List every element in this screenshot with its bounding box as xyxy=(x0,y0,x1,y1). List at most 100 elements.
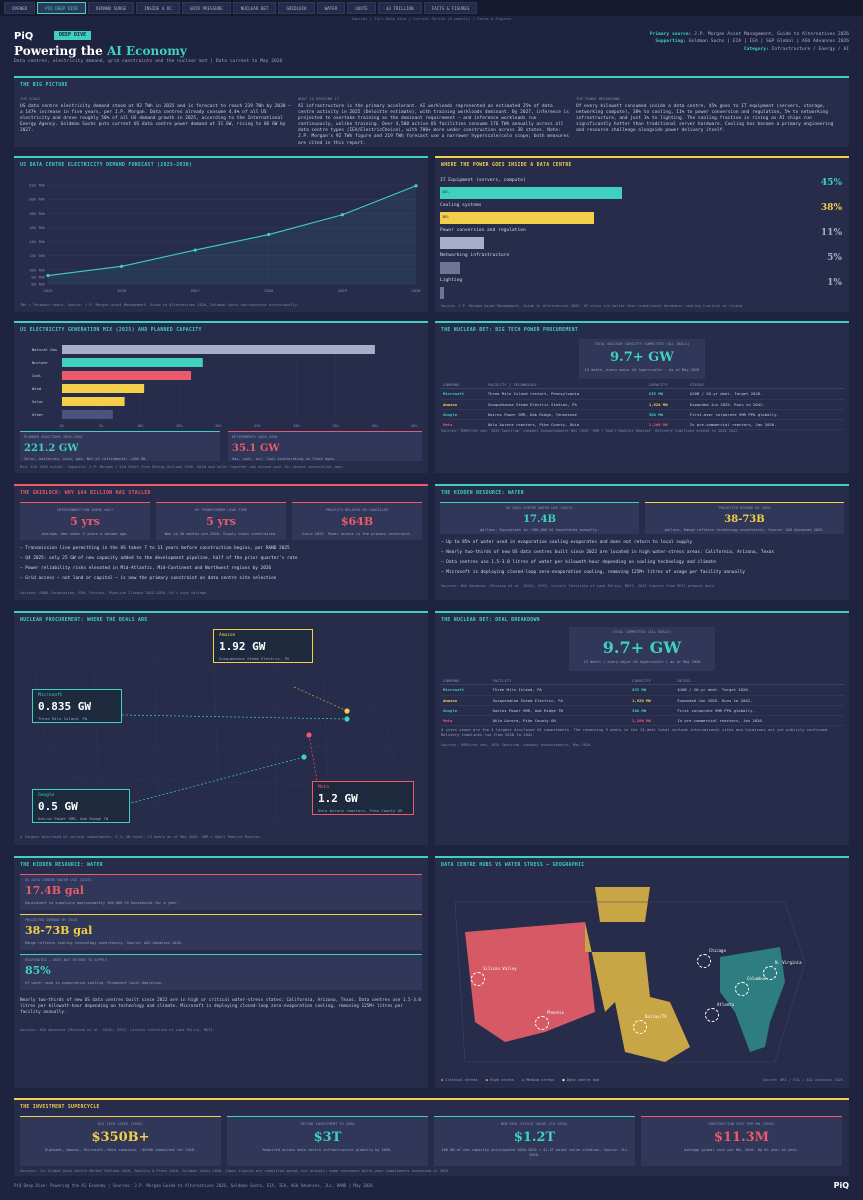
y-tick-label: 80 TWh xyxy=(31,282,45,287)
power-breakdown-panel: WHERE THE POWER GOES INSIDE A DATA CENTR… xyxy=(435,156,849,312)
table-row: Microsoft Three Mile Island restart, Penn… xyxy=(440,388,844,400)
power-row: Cooling systems 38% 38% xyxy=(440,203,844,228)
scale-column: THE SCALE US data centre electricity dema… xyxy=(20,96,291,134)
legend-item: ● Medium stress xyxy=(521,1078,555,1082)
supercycle-stat: BIG TECH CAPEX (2026) $350B+ Alphabet, Ama… xyxy=(20,1116,221,1166)
power-row-pct: 11% xyxy=(820,228,842,238)
water-bullet: Data centres use 1.5-3.0 litres of water… xyxy=(441,560,843,566)
table-row: Meta Oklo Aurora reactors, Pike County, O… xyxy=(440,419,844,431)
water-bottom-stat: PROJECTED DEMAND BY 2028 38-73B gal Range … xyxy=(20,914,422,950)
nuclear-procurement-panel: THE NUCLEAR BET: BIG TECH POWER PROCUREM… xyxy=(435,321,849,473)
generation-bar xyxy=(62,345,375,354)
piq-logo: PiQ xyxy=(14,31,34,42)
tab-3[interactable]: INSIDE A DC xyxy=(136,2,180,14)
table-row: Microsoft Three Mile Island, PA 835 MW $16B… xyxy=(440,684,844,696)
x-tick-label: 40% xyxy=(372,424,379,428)
table-header: STATUS xyxy=(686,381,844,390)
gridlock-bullet: Power reliability risks elevated in Mid-… xyxy=(20,566,422,572)
legend-item: ● Critical stress xyxy=(441,1078,478,1082)
gridlock-stat: HV TRANSFORMER LEAD TIME 5 yrs Was 24-30 m… xyxy=(156,502,286,540)
hub-label: Columbus xyxy=(747,976,767,981)
power-row-pct: 5% xyxy=(827,253,842,263)
power-row-bar: 38% xyxy=(440,212,594,224)
category-label: Coal xyxy=(32,373,41,378)
water-stress-map xyxy=(454,887,806,1063)
water-bottom-stat: EVAPORATED — DOES NOT RETURN TO SUPPLY 85… xyxy=(20,954,422,990)
hub-marker xyxy=(735,982,749,996)
high-stress-region xyxy=(585,922,690,1062)
microsoft-site-marker xyxy=(344,716,350,722)
tab-6[interactable]: GRIDLOCK xyxy=(278,2,315,14)
footer-text: PiQ Deep Dive: Powering the AI Economy |… xyxy=(14,1183,373,1188)
water-panel-top: THE HIDDEN RESOURCE: WATER US DATA CENTR… xyxy=(435,484,849,600)
power-row-bar xyxy=(440,287,445,299)
google-callout: Google 0.5 GW Kairos Power SMR, Oak Ridge … xyxy=(32,789,130,823)
data-point xyxy=(414,184,418,188)
tab-5[interactable]: NUCLEAR BET xyxy=(232,2,277,14)
tab-7[interactable]: WATER xyxy=(316,2,346,14)
hub-label: Silicon Valley xyxy=(483,966,517,971)
power-breakdown-source: Source: J.P. Morgan Asset Management, Gu… xyxy=(441,304,744,308)
tab-1[interactable]: PIQ DEEP DIVE xyxy=(37,2,86,14)
power-row-label: Cooling systems xyxy=(440,203,482,208)
x-tick-label: 2025 xyxy=(43,288,52,293)
water-use-stat: US DATA CENTRE WATER USE (2023) 17.4B gall… xyxy=(440,502,639,534)
hub-marker xyxy=(763,966,777,980)
y-tick-label: 160 TWh xyxy=(29,225,45,230)
x-tick-label: 10% xyxy=(137,424,144,428)
map-legend: ● Critical stress ● High stress ● Medium s… xyxy=(441,1078,607,1083)
microsoft-callout: Microsoft 0.835 GW Three Mile Island, PA xyxy=(32,689,122,723)
forecast-line-chart: 80 TWh 90 TWh 100 TWh 120 TWh 140 TWh 160 TWh… xyxy=(29,178,421,293)
power-row-bar: 45% xyxy=(440,187,622,199)
forecast-panel: US DATA CENTRE ELECTRICITY DEMAND FORECA… xyxy=(14,156,428,312)
tab-4[interactable]: GRID PRESSURE xyxy=(181,2,231,14)
table-header: COMPANY xyxy=(440,677,490,686)
power-row-pct: 45% xyxy=(820,178,842,188)
category-label: Other xyxy=(32,412,44,417)
amazon-site-marker xyxy=(344,708,350,714)
tab-9[interactable]: $3 TRILLION xyxy=(377,2,422,14)
footer-logo: PiQ xyxy=(833,1181,849,1190)
tab-bar: OPENED PIQ DEEP DIVE DEMAND SURGE INSIDE A … xyxy=(0,0,863,16)
water-top-source: Sources: AGU Advances (Missimo et al. 20… xyxy=(441,584,716,588)
supercycle-stat: CONSTRUCTION COST PER MW (2026) $11.3M Ave… xyxy=(641,1116,842,1166)
callout-leaders xyxy=(293,686,348,712)
power-row-pct: 38% xyxy=(820,203,842,213)
data-point xyxy=(120,264,124,268)
hub-marker xyxy=(705,1008,719,1022)
gridlock-stat: INTERCONNECTION QUEUE WAIT 5 yrs Average. … xyxy=(20,502,150,540)
gridlock-title: THE GRIDLOCK: WHY $64 BILLION HAS STALLE… xyxy=(20,491,151,496)
water-panel-bottom: THE HIDDEN RESOURCE: WATER US DATA CENTR… xyxy=(14,856,428,1088)
x-tick-label: 2026 xyxy=(117,288,127,293)
water-bottom-source: Sources: AGU Advances (Missimo et al. 20… xyxy=(20,1028,215,1032)
meta-callout: Meta 1.2 GW Oklo Aurora reactors, Pike Cou… xyxy=(312,781,414,815)
deep-dive-badge: DEEP DIVE xyxy=(54,31,92,40)
water-bottom-text: Nearly two-thirds of new US data centres… xyxy=(20,998,421,1015)
tab-0[interactable]: OPENED xyxy=(4,2,36,14)
tab-8[interactable]: QUOTE xyxy=(347,2,376,14)
water-stress-map-title: DATA CENTRE HUBS VS WATER STRESS — GEOGR… xyxy=(441,863,585,868)
breakdown-column: THE POWER BREAKDOWN Of every kilowatt con… xyxy=(576,96,834,134)
y-tick-label: 120 TWh xyxy=(29,253,45,258)
y-tick-label: 220 TWh xyxy=(29,183,45,188)
hub-label: N. Virginia xyxy=(775,960,802,965)
deal-note: 4 sites shown are the 4 largest disclose… xyxy=(441,727,830,738)
power-row-label: Networking infrastructure xyxy=(440,253,510,258)
category-label: Natural Gas xyxy=(32,347,57,352)
category-label: Solar xyxy=(32,399,44,404)
y-tick-label: 100 TWh xyxy=(29,267,45,272)
data-point xyxy=(340,213,344,217)
supercycle-stat: NEW REAL ESTATE VALUE (TO 2030) $1.2T 100 … xyxy=(434,1116,635,1166)
tab-2[interactable]: DEMAND SURGE xyxy=(87,2,135,14)
deal-table: COMPANY FACILITY CAPACITY DETAIL Microsoft Th… xyxy=(440,677,844,727)
gridlock-panel: THE GRIDLOCK: WHY $64 BILLION HAS STALLE… xyxy=(14,484,428,600)
driver-column: WHAT IS DRIVING IT AI infrastructure is t… xyxy=(298,96,569,146)
x-tick-label: 2030 xyxy=(411,288,421,293)
tab-10[interactable]: FACTS & FIGURES xyxy=(423,2,478,14)
critical-stress-region xyxy=(465,922,595,1042)
power-row-pct: 1% xyxy=(827,278,842,288)
power-row-bar xyxy=(440,237,485,249)
hub-marker xyxy=(535,1016,549,1030)
table-row: Meta Oklo Aurora, Pike County OH 1,200 MW I… xyxy=(440,715,844,727)
x-tick-label: 5% xyxy=(99,424,104,428)
